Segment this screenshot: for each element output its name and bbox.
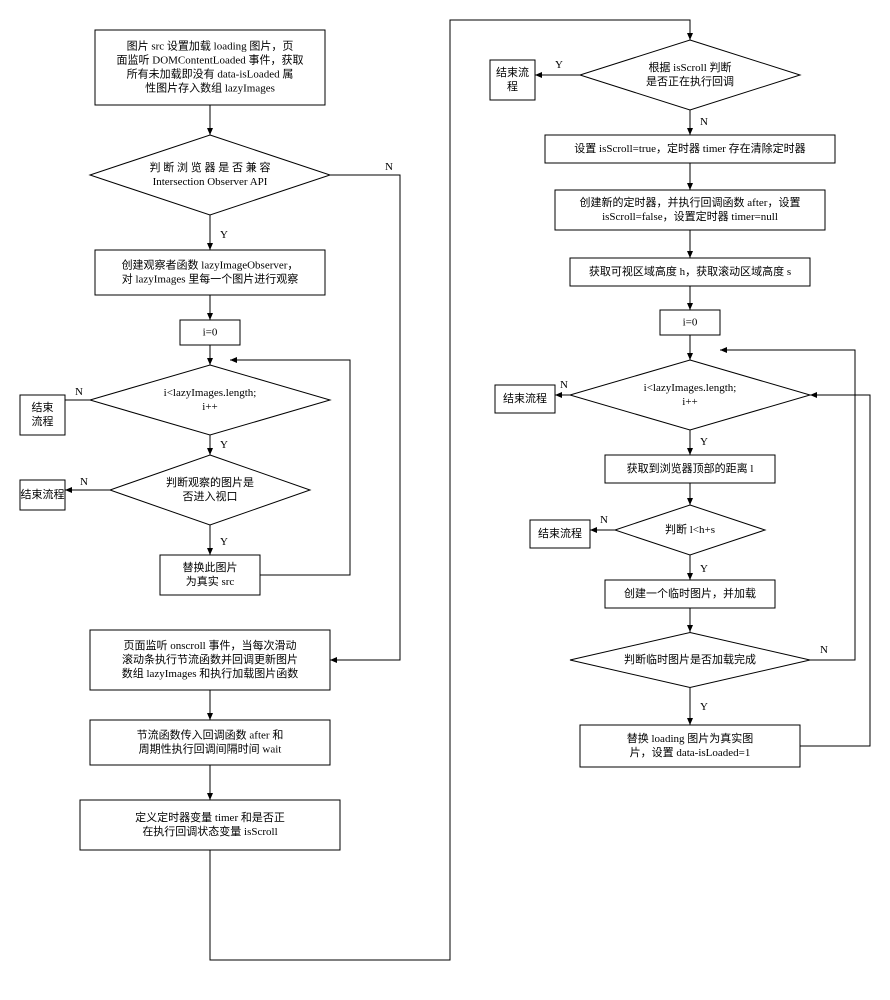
edge-label: N — [80, 476, 88, 488]
node-r6: i=0 — [660, 310, 720, 335]
node-text: 设置 isScroll=true，定时器 timer 存在清除定时器 — [574, 141, 805, 155]
node-text: 创建一个临时图片，并加载 — [624, 586, 756, 600]
node-text: 结束流程 — [21, 487, 65, 501]
node-r10: 判断 l<h+s — [615, 505, 765, 555]
edge-label: N — [560, 379, 568, 391]
node-r3: 设置 isScroll=true，定时器 timer 存在清除定时器 — [545, 135, 835, 163]
node-r4: 创建新的定时器，并执行回调函数 after，设置isScroll=false，设… — [555, 190, 825, 230]
edge-label: N — [385, 161, 393, 173]
edge — [65, 400, 90, 415]
edge-label: Y — [555, 59, 563, 71]
node-n6: 结束流程 — [20, 395, 65, 435]
node-n8: 结束流程 — [20, 480, 65, 510]
edge-label: N — [820, 644, 828, 656]
node-text: 判断 l<h+s — [665, 522, 715, 536]
node-r12: 创建一个临时图片，并加载 — [605, 580, 775, 608]
node-text: 结束流程 — [538, 526, 582, 540]
node-r13: 判断临时图片是否加载完成 — [570, 633, 810, 688]
node-n9: 替换此图片为真实 src — [160, 555, 260, 595]
node-text: 获取可视区域高度 h，获取滚动区域高度 s — [589, 264, 791, 278]
node-r2: 结束流程 — [490, 60, 535, 100]
node-r8: 结束流程 — [495, 385, 555, 413]
node-text: 页面监听 onscroll 事件，当每次滑动滚动条执行节流函数并回调更新图片数组… — [122, 638, 299, 680]
node-text: 获取到浏览器顶部的距离 l — [627, 461, 754, 475]
node-r11: 结束流程 — [530, 520, 590, 548]
node-n12: 定义定时器变量 timer 和是否正在执行回调状态变量 isScroll — [80, 800, 340, 850]
edge-label: Y — [700, 436, 708, 448]
edge — [800, 395, 870, 746]
node-n10: 页面监听 onscroll 事件，当每次滑动滚动条执行节流函数并回调更新图片数组… — [90, 630, 330, 690]
edge-label: N — [75, 386, 83, 398]
node-r7: i<lazyImages.length;i++ — [570, 360, 810, 430]
node-n1: 图片 src 设置加载 loading 图片，页面监听 DOMContentLo… — [95, 30, 325, 105]
node-n3: 创建观察者函数 lazyImageObserver，对 lazyImages 里… — [95, 250, 325, 295]
edge-label: N — [600, 514, 608, 526]
edge-label: Y — [220, 536, 228, 548]
edge-label: Y — [700, 701, 708, 713]
edge-label: Y — [220, 229, 228, 241]
node-n11: 节流函数传入回调函数 after 和周期性执行回调间隔时间 wait — [90, 720, 330, 765]
node-text: i=0 — [683, 317, 698, 329]
flowchart-canvas: Y N Y N Y N Y N N Y N Y N Y 图片 src 设置加载 loading 图片，页面监… — [0, 0, 890, 1000]
node-n2: 判 断 浏 览 器 是 否 兼 容Intersection Observer A… — [90, 135, 330, 215]
edge-label: N — [700, 116, 708, 128]
node-r9: 获取到浏览器顶部的距离 l — [605, 455, 775, 483]
node-text: 结束流程 — [503, 391, 547, 405]
node-text: i=0 — [203, 327, 218, 339]
node-n4: i=0 — [180, 320, 240, 345]
node-text: 判断临时图片是否加载完成 — [624, 652, 756, 666]
node-r1: 根据 isScroll 判断是否正在执行回调 — [580, 40, 800, 110]
node-n7: 判断观察的图片是否进入视口 — [110, 455, 310, 525]
node-r14: 替换 loading 图片为真实图片，设置 data-isLoaded=1 — [580, 725, 800, 767]
node-n5: i<lazyImages.length;i++ — [90, 365, 330, 435]
edge — [330, 175, 400, 660]
edge-label: Y — [700, 563, 708, 575]
node-r5: 获取可视区域高度 h，获取滚动区域高度 s — [570, 258, 810, 286]
edge-label: Y — [220, 439, 228, 451]
